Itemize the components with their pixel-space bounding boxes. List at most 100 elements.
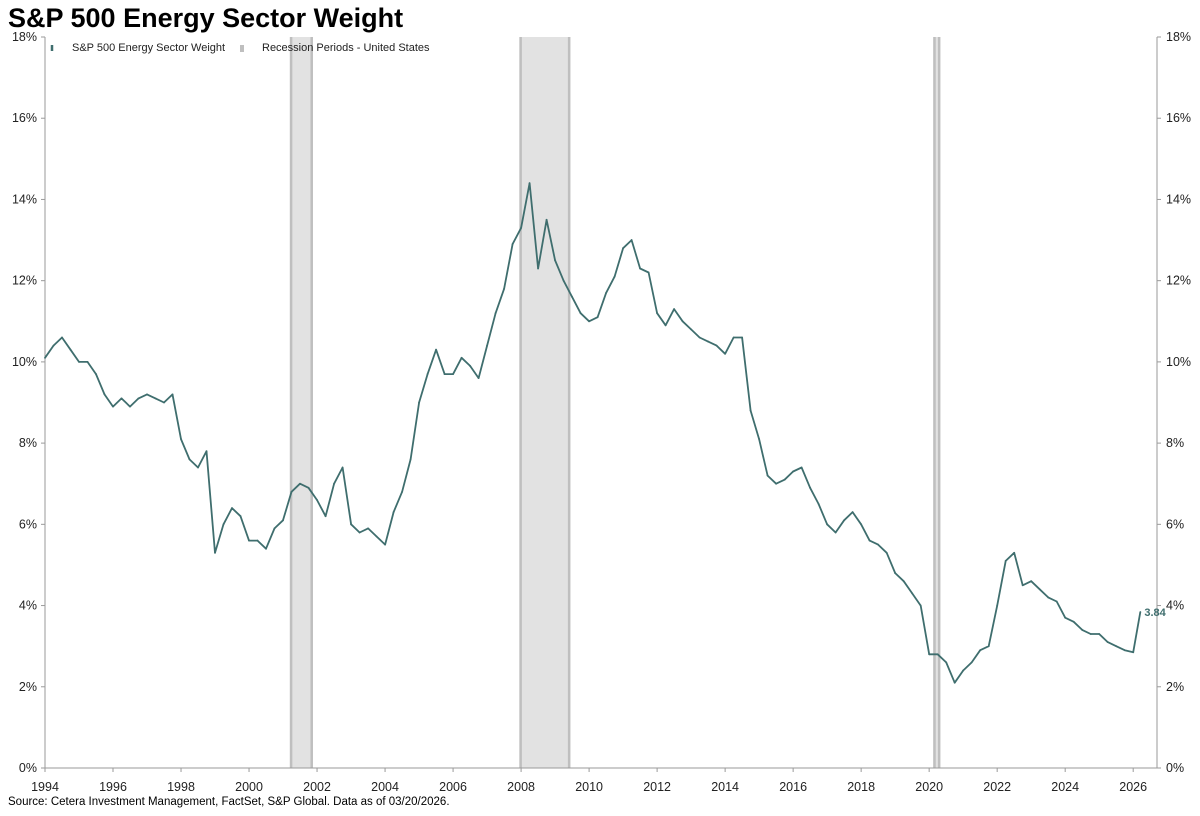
recession-band-edge bbox=[289, 37, 293, 768]
y-tick-label-right: 0% bbox=[1166, 761, 1184, 775]
y-tick-label-left: 16% bbox=[12, 111, 37, 125]
data-point bbox=[120, 397, 123, 400]
data-point bbox=[1055, 600, 1058, 603]
x-tick-label: 2002 bbox=[303, 780, 331, 794]
data-point bbox=[112, 405, 114, 408]
data-point bbox=[1139, 611, 1142, 613]
data-point bbox=[146, 393, 148, 396]
data-point bbox=[367, 527, 369, 530]
source-note: Source: Cetera Investment Management, Fa… bbox=[8, 796, 450, 808]
data-point bbox=[911, 592, 914, 595]
data-point bbox=[1064, 616, 1067, 619]
recession-band-edge bbox=[567, 37, 571, 768]
data-point bbox=[477, 377, 480, 380]
data-point bbox=[894, 572, 897, 574]
x-tick-label: 2010 bbox=[575, 780, 603, 794]
x-tick-label: 2014 bbox=[711, 780, 739, 794]
data-point bbox=[656, 312, 659, 315]
data-point bbox=[996, 604, 999, 607]
y-tick-label-right: 4% bbox=[1166, 599, 1184, 613]
recession-band-edge bbox=[519, 37, 522, 768]
data-point bbox=[375, 535, 378, 538]
y-tick-label-right: 6% bbox=[1166, 517, 1184, 531]
data-point bbox=[528, 182, 531, 185]
data-point bbox=[613, 275, 616, 278]
data-point bbox=[392, 511, 395, 514]
data-point bbox=[1123, 649, 1126, 652]
data-point bbox=[222, 523, 225, 526]
data-point bbox=[239, 515, 242, 518]
x-tick-label: 2024 bbox=[1051, 780, 1079, 794]
data-point bbox=[154, 397, 157, 400]
data-point bbox=[469, 365, 471, 367]
data-point bbox=[673, 308, 676, 310]
data-point bbox=[902, 580, 905, 583]
x-tick-label: 2012 bbox=[643, 780, 671, 794]
data-point bbox=[647, 271, 650, 274]
data-point bbox=[741, 336, 744, 339]
data-point bbox=[197, 466, 199, 469]
y-tick-label-right: 12% bbox=[1166, 274, 1191, 288]
data-point bbox=[180, 438, 182, 440]
data-point bbox=[681, 320, 684, 323]
data-point bbox=[537, 267, 539, 270]
y-tick-label-left: 14% bbox=[12, 192, 37, 206]
data-point bbox=[214, 551, 216, 554]
data-point bbox=[282, 519, 284, 522]
data-point bbox=[545, 218, 548, 221]
data-point bbox=[690, 328, 693, 331]
recession-band-edge bbox=[933, 37, 936, 768]
data-point bbox=[273, 527, 276, 530]
data-point bbox=[1115, 645, 1118, 648]
x-tick-label: 1998 bbox=[167, 780, 195, 794]
data-point bbox=[1089, 633, 1092, 635]
data-point bbox=[979, 649, 982, 652]
data-point bbox=[307, 486, 310, 489]
data-point bbox=[1081, 629, 1084, 631]
y-tick-label-left: 10% bbox=[12, 355, 37, 369]
data-point bbox=[919, 604, 922, 607]
data-point bbox=[316, 499, 318, 501]
data-point bbox=[639, 267, 642, 270]
data-point bbox=[61, 336, 63, 339]
data-point bbox=[936, 653, 939, 656]
y-tick-label-left: 2% bbox=[19, 680, 37, 694]
data-point bbox=[520, 226, 522, 229]
data-point bbox=[928, 653, 931, 656]
data-point bbox=[962, 669, 965, 672]
recession-band bbox=[933, 37, 941, 768]
recession-band bbox=[289, 37, 313, 768]
end-value-label: 3.84 bbox=[1144, 607, 1166, 619]
y-tick-label-right: 10% bbox=[1166, 355, 1191, 369]
data-point bbox=[129, 405, 131, 408]
data-point bbox=[630, 239, 633, 241]
data-point bbox=[588, 320, 590, 323]
data-point bbox=[596, 316, 599, 319]
data-point bbox=[817, 503, 820, 505]
data-point bbox=[52, 344, 55, 347]
x-tick-label: 2004 bbox=[371, 780, 399, 794]
data-point bbox=[571, 296, 573, 298]
data-point bbox=[231, 507, 233, 509]
series-layer: 3.84 bbox=[44, 182, 1167, 684]
x-tick-label: 1996 bbox=[99, 780, 127, 794]
recession-band-edge bbox=[310, 37, 313, 768]
data-point bbox=[503, 287, 505, 290]
x-tick-label: 2026 bbox=[1119, 780, 1147, 794]
y-tick-label-right: 14% bbox=[1166, 192, 1191, 206]
data-point bbox=[826, 523, 829, 526]
data-point bbox=[945, 661, 948, 664]
y-tick-label-left: 8% bbox=[19, 436, 37, 450]
energy-weight-line bbox=[44, 182, 1142, 684]
x-tick-label: 2006 bbox=[439, 780, 467, 794]
data-point bbox=[834, 531, 837, 534]
data-point bbox=[766, 474, 769, 477]
y-tick-label-left: 4% bbox=[19, 599, 37, 613]
data-point bbox=[358, 531, 361, 534]
data-point bbox=[95, 373, 97, 375]
data-point bbox=[732, 336, 735, 339]
y-tick-label-left: 18% bbox=[12, 30, 37, 44]
data-point bbox=[460, 356, 463, 359]
data-point bbox=[265, 547, 267, 550]
